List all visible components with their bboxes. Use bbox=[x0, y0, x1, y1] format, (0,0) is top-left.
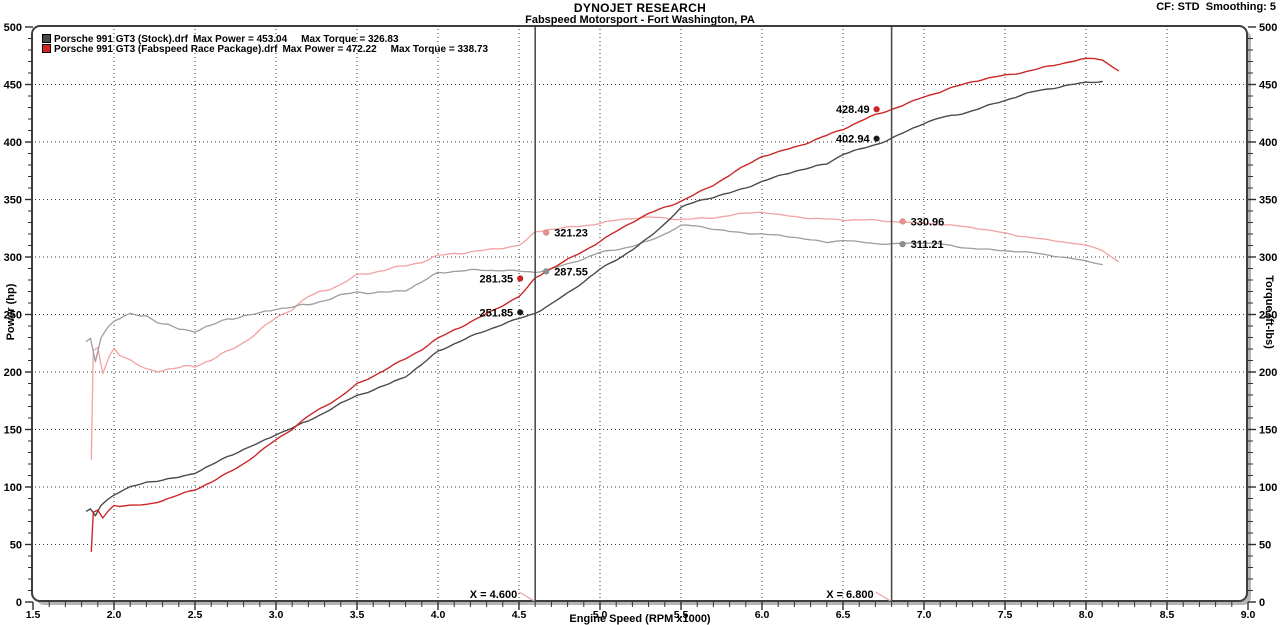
legend-max-power: Max Power = 453.04 bbox=[192, 34, 288, 45]
legend-run-name: Porsche 991 GT3 (Stock).drf bbox=[54, 34, 188, 45]
x-tick-label: 3.0 bbox=[269, 609, 284, 621]
fabspeed-torque-cursor-dot bbox=[542, 229, 550, 236]
x-tick-label: 2.0 bbox=[107, 609, 122, 621]
torque-tick-label: 200 bbox=[1259, 367, 1277, 379]
torque-tick-label: 500 bbox=[1259, 22, 1277, 34]
cursor-x-label: X = 6.800 bbox=[826, 589, 873, 601]
x-tick-label: 7.5 bbox=[998, 609, 1013, 621]
power-tick-label: 350 bbox=[4, 195, 22, 207]
legend-max-power: Max Power = 472.22 bbox=[282, 44, 377, 55]
x-tick-label: 7.0 bbox=[917, 609, 932, 621]
plot-area bbox=[31, 25, 1248, 602]
curves-group bbox=[85, 57, 1120, 553]
cursor-value-label: 428.49 bbox=[836, 104, 870, 116]
power-axis-title: Power (hp) bbox=[5, 283, 17, 341]
fabspeed-series-swatch-icon bbox=[42, 44, 51, 53]
fabspeed-torque-cursor-dot bbox=[899, 218, 906, 225]
cursor-value-label: 251.85 bbox=[480, 307, 514, 319]
x-tick-label: 2.5 bbox=[188, 609, 203, 621]
legend-item-stock: Porsche 991 GT3 (Stock).drf Max Power = 4… bbox=[42, 34, 488, 45]
x-tick-label: 1.5 bbox=[26, 609, 41, 621]
power-tick-label: 100 bbox=[4, 482, 22, 494]
cursor-label-connector bbox=[518, 591, 535, 602]
torque-tick-label: 350 bbox=[1259, 195, 1277, 207]
torque-tick-label: 150 bbox=[1259, 425, 1277, 437]
stock-torque-cursor-dot bbox=[899, 240, 906, 248]
fabspeed-torque-curve bbox=[90, 211, 1120, 460]
torque-tick-label: 100 bbox=[1259, 482, 1277, 494]
torque-axis-title: Torque (ft-lbs) bbox=[1263, 275, 1275, 349]
page-subtitle: Fabspeed Motorsport - Fort Washington, P… bbox=[525, 14, 755, 26]
x-tick-label: 5.5 bbox=[674, 609, 689, 621]
x-tick-label: 5.0 bbox=[593, 609, 608, 621]
torque-tick-label: 50 bbox=[1259, 540, 1271, 552]
x-tick-label: 8.0 bbox=[1079, 609, 1094, 621]
fabspeed-power-cursor-dot bbox=[873, 105, 880, 113]
legend-item-fabspeed: Porsche 991 GT3 (Fabspeed Race Package).… bbox=[42, 44, 489, 55]
cursor-value-label: 330.96 bbox=[911, 216, 945, 228]
x-tick-label: 3.5 bbox=[350, 609, 365, 621]
cursor-value-label: 281.35 bbox=[480, 273, 514, 285]
x-tick-label: 9.0 bbox=[1241, 609, 1256, 621]
fabspeed-power-cursor-dot bbox=[516, 275, 524, 282]
torque-tick-label: 0 bbox=[1259, 597, 1265, 609]
power-tick-label: 150 bbox=[4, 425, 22, 437]
power-tick-label: 300 bbox=[4, 252, 22, 264]
legend-run-name: Porsche 991 GT3 (Fabspeed Race Package).… bbox=[54, 44, 278, 55]
torque-tick-label: 400 bbox=[1259, 137, 1277, 149]
fabspeed-power-curve bbox=[90, 57, 1120, 553]
cursor-value-label: 402.94 bbox=[836, 134, 871, 146]
stock-torque-cursor-dot bbox=[542, 268, 550, 275]
power-tick-label: 400 bbox=[4, 137, 22, 149]
x-tick-label: 6.0 bbox=[755, 609, 770, 621]
stock-torque-curve bbox=[85, 224, 1103, 363]
stock-power-cursor-dot bbox=[873, 135, 880, 142]
legend-max-torque: Max Torque = 338.73 bbox=[390, 44, 489, 55]
power-tick-label: 450 bbox=[4, 80, 22, 92]
x-tick-label: 6.5 bbox=[836, 609, 851, 621]
power-tick-label: 50 bbox=[10, 540, 22, 552]
power-tick-label: 0 bbox=[16, 597, 22, 609]
cursor-value-label: 287.55 bbox=[554, 266, 588, 278]
correction-smoothing-readout: CF: STD Smoothing: 5 bbox=[1156, 1, 1276, 13]
legend: Porsche 991 GT3 (Stock).drf Max Power = 4… bbox=[42, 34, 489, 55]
stock-series-swatch-icon bbox=[42, 34, 51, 43]
legend-max-torque: Max Torque = 326.83 bbox=[301, 34, 399, 45]
x-tick-label: 4.5 bbox=[512, 609, 527, 621]
torque-tick-label: 250 bbox=[1259, 310, 1277, 322]
stock-power-curve bbox=[85, 80, 1103, 517]
page-title: DYNOJET RESEARCH bbox=[573, 1, 707, 15]
torque-tick-label: 450 bbox=[1259, 80, 1277, 92]
cursor-x-label: X = 4.600 bbox=[470, 589, 517, 601]
torque-tick-label: 300 bbox=[1259, 252, 1277, 264]
cursor-value-label: 321.23 bbox=[554, 228, 588, 240]
cursor-label-connector bbox=[875, 591, 891, 602]
cursor-value-label: 311.21 bbox=[911, 239, 944, 251]
stock-power-cursor-dot bbox=[516, 309, 524, 316]
power-tick-label: 500 bbox=[4, 22, 22, 34]
x-tick-label: 4.0 bbox=[431, 609, 446, 621]
power-tick-label: 200 bbox=[4, 367, 22, 379]
x-tick-label: 8.5 bbox=[1160, 609, 1175, 621]
rpm-axis-title: Engine Speed (RPM x1000) bbox=[569, 613, 711, 625]
power-tick-label: 250 bbox=[4, 310, 22, 322]
